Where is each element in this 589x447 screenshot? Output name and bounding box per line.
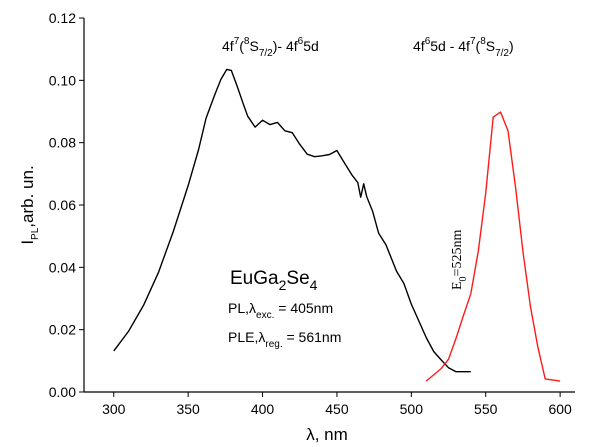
y-tick-label: 0.00 — [49, 384, 76, 400]
x-tick-label: 300 — [102, 401, 126, 417]
x-tick-label: 350 — [176, 401, 200, 417]
y-tick-label: 0.12 — [49, 10, 76, 26]
annotation-ple-transition: 4f7(8S7/2)- 4f65d — [222, 36, 319, 59]
annotation-compound: EuGa2Se4 — [230, 268, 318, 293]
y-tick-label: 0.10 — [49, 72, 76, 88]
annotation-pl-transition: 4f65d - 4f7(8S7/2) — [413, 36, 514, 59]
x-tick-label: 400 — [251, 401, 275, 417]
series-line-excitation — [113, 68, 471, 373]
x-tick-label: 550 — [474, 401, 498, 417]
y-tick-label: 0.04 — [49, 259, 76, 275]
x-tick-label: 600 — [548, 401, 572, 417]
x-tick-label: 500 — [400, 401, 424, 417]
series-layer — [113, 68, 561, 382]
annotation-ple-registration: PLE,λreg. = 561nm — [228, 329, 341, 350]
y-tick-label: 0.08 — [49, 135, 76, 151]
y-tick-label: 0.06 — [49, 197, 76, 213]
annotation-e0: E0=525nm — [450, 230, 469, 290]
y-tick-label: 0.02 — [49, 322, 76, 338]
annotation-pl-excitation: PL,λexc. = 405nm — [228, 300, 333, 321]
y-ticks: 0.00 0.02 0.04 0.06 0.08 0.10 0.12 — [49, 10, 84, 400]
x-tick-label: 450 — [325, 401, 349, 417]
x-ticks: 300 350 400 450 500 550 600 — [102, 392, 572, 417]
series-line-emission — [425, 111, 561, 382]
y-axis-title: IPL,arb. un. — [18, 165, 41, 244]
x-axis-title: λ, nm — [306, 425, 348, 444]
